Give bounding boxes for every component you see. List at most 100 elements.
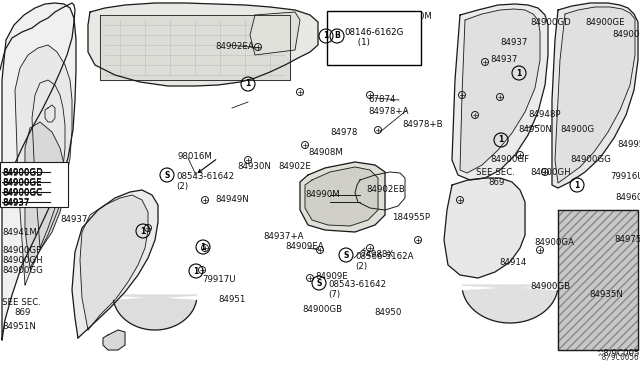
- Text: 1: 1: [140, 227, 146, 235]
- Polygon shape: [555, 7, 635, 183]
- Text: 84900GC: 84900GC: [2, 189, 42, 198]
- Text: 84900GD: 84900GD: [530, 18, 571, 27]
- Text: 08543-61642: 08543-61642: [176, 172, 234, 181]
- Polygon shape: [452, 4, 548, 180]
- Text: 184955P: 184955P: [392, 213, 430, 222]
- Text: 74967Y: 74967Y: [330, 57, 363, 66]
- Text: 1: 1: [245, 80, 251, 89]
- Text: 1: 1: [193, 266, 198, 276]
- Text: 84900GD: 84900GD: [2, 168, 43, 177]
- Text: 84900GH: 84900GH: [530, 168, 571, 177]
- Text: 84900GF: 84900GF: [490, 155, 529, 164]
- Text: 84900GE: 84900GE: [2, 178, 42, 187]
- Text: (2): (2): [176, 182, 188, 191]
- Polygon shape: [72, 190, 158, 338]
- Text: 08566-5162A: 08566-5162A: [355, 252, 413, 261]
- Text: 84937: 84937: [500, 38, 527, 47]
- Text: 84908M: 84908M: [308, 148, 343, 157]
- Text: 84937: 84937: [490, 55, 517, 64]
- Text: 84937: 84937: [2, 198, 29, 207]
- Text: B: B: [334, 32, 340, 41]
- Text: 84950N: 84950N: [518, 125, 552, 134]
- Text: 84900GC: 84900GC: [2, 188, 42, 197]
- Text: 84900GG: 84900GG: [2, 266, 43, 275]
- Text: 84902EA: 84902EA: [215, 42, 253, 51]
- Text: 84978+A: 84978+A: [368, 107, 408, 116]
- Polygon shape: [552, 3, 638, 188]
- FancyBboxPatch shape: [0, 162, 68, 207]
- Polygon shape: [88, 3, 318, 86]
- Text: 98016M: 98016M: [178, 152, 213, 161]
- Text: 84960F: 84960F: [615, 193, 640, 202]
- Polygon shape: [15, 45, 72, 285]
- Polygon shape: [250, 12, 300, 55]
- Text: 84930N: 84930N: [237, 162, 271, 171]
- Text: 84909EA: 84909EA: [285, 242, 324, 251]
- Text: (7): (7): [328, 290, 340, 299]
- Text: 84941M: 84941M: [2, 228, 37, 237]
- Text: 1: 1: [323, 32, 328, 41]
- Text: 84909E: 84909E: [315, 272, 348, 281]
- Text: 84900GE: 84900GE: [2, 179, 42, 188]
- Text: 1: 1: [516, 68, 522, 77]
- Text: 84914: 84914: [499, 258, 526, 267]
- Text: 84937: 84937: [2, 198, 29, 207]
- Text: (2): (2): [355, 262, 367, 271]
- Text: SEE SEC.: SEE SEC.: [476, 168, 515, 177]
- Text: 84948P: 84948P: [528, 110, 561, 119]
- Text: 84978: 84978: [330, 128, 357, 137]
- Text: 1: 1: [200, 243, 205, 251]
- Polygon shape: [113, 295, 197, 330]
- Text: ^8/9C0056: ^8/9C0056: [598, 352, 639, 361]
- Polygon shape: [100, 15, 290, 80]
- Text: 84900GA: 84900GA: [534, 238, 574, 247]
- Text: 84935N: 84935N: [589, 290, 623, 299]
- Text: 1: 1: [574, 180, 580, 189]
- Text: 84950: 84950: [374, 308, 401, 317]
- Text: 08146-6162G
     (1): 08146-6162G (1): [344, 28, 403, 47]
- Polygon shape: [462, 285, 558, 323]
- Text: 84900GG: 84900GG: [570, 155, 611, 164]
- Text: 84900GD: 84900GD: [2, 169, 43, 178]
- Text: 84900GC: 84900GC: [612, 30, 640, 39]
- Text: 79917U: 79917U: [202, 275, 236, 284]
- Text: 84900GB: 84900GB: [530, 282, 570, 291]
- Text: 84949N: 84949N: [215, 195, 249, 204]
- Text: SEE SEC.: SEE SEC.: [2, 298, 41, 307]
- Polygon shape: [80, 195, 148, 330]
- Polygon shape: [558, 210, 638, 350]
- Text: 84951N: 84951N: [2, 322, 36, 331]
- Text: 84978+B: 84978+B: [402, 120, 443, 129]
- Text: 08543-61642: 08543-61642: [328, 280, 386, 289]
- Text: S: S: [164, 170, 170, 180]
- Polygon shape: [444, 178, 525, 278]
- Text: 84902EB: 84902EB: [366, 185, 405, 194]
- Text: 84900GB: 84900GB: [302, 305, 342, 314]
- Text: 67874: 67874: [368, 95, 396, 104]
- Text: 84940M: 84940M: [397, 12, 432, 21]
- Text: S: S: [316, 279, 322, 288]
- Text: 84900G: 84900G: [560, 125, 594, 134]
- Text: 84937: 84937: [60, 215, 88, 224]
- Text: 84900GC: 84900GC: [2, 188, 42, 197]
- Text: 74988X: 74988X: [360, 250, 393, 259]
- Text: 79916U: 79916U: [610, 172, 640, 181]
- Text: 84990M: 84990M: [305, 190, 340, 199]
- Polygon shape: [305, 167, 378, 226]
- Text: 84937+A: 84937+A: [263, 232, 303, 241]
- Text: 869: 869: [14, 308, 30, 317]
- Text: 84900GD: 84900GD: [2, 168, 43, 177]
- Text: 84900GH: 84900GH: [2, 256, 43, 265]
- Text: 84951: 84951: [218, 295, 245, 304]
- Polygon shape: [25, 122, 65, 268]
- Text: 84902E: 84902E: [278, 162, 311, 171]
- Polygon shape: [103, 330, 125, 350]
- Text: 84900GE: 84900GE: [2, 178, 42, 187]
- Text: 84995: 84995: [617, 140, 640, 149]
- Polygon shape: [2, 3, 76, 340]
- Text: 1: 1: [499, 135, 504, 144]
- Polygon shape: [460, 9, 540, 173]
- Text: S: S: [343, 250, 349, 260]
- Text: 84900GE: 84900GE: [585, 18, 625, 27]
- Polygon shape: [300, 162, 385, 232]
